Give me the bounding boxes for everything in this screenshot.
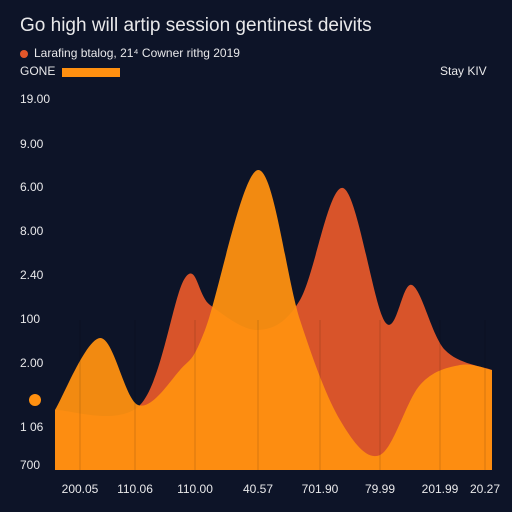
y-tick-label: 9.00 [20, 137, 44, 151]
x-tick-label: 20.27 [470, 482, 500, 496]
legend-swatch [20, 50, 28, 58]
area [55, 169, 492, 470]
x-tick-label: 40.57 [243, 482, 273, 496]
y-tick-label: 2.00 [20, 356, 44, 370]
y-tick-label: 8.00 [20, 224, 44, 238]
x-tick-label: 200.05 [62, 482, 99, 496]
y-tick-label: 700 [20, 458, 40, 472]
y-tick-label: 2.40 [20, 268, 44, 282]
chart-title: Go high will artip session gentinest dei… [20, 15, 372, 36]
x-tick-label: 201.99 [422, 482, 459, 496]
x-tick-label: 110.00 [177, 482, 213, 496]
legend-label: GONE [20, 64, 55, 78]
annotation: Stay KIV [440, 64, 487, 78]
legend-swatch [62, 68, 120, 77]
legend-label: Larafing btalog, 21⁴ Cowner rithg 2019 [34, 46, 240, 60]
x-tick-label: 701.90 [302, 482, 339, 496]
icon [29, 394, 41, 406]
x-tick-label: 79.99 [365, 482, 395, 496]
y-tick-label: 100 [20, 312, 40, 326]
y-tick-label: 1 06 [20, 420, 44, 434]
y-tick-label: 19.00 [20, 92, 50, 106]
x-tick-label: 110.06 [117, 482, 153, 496]
y-tick-label: 6.00 [20, 180, 44, 194]
